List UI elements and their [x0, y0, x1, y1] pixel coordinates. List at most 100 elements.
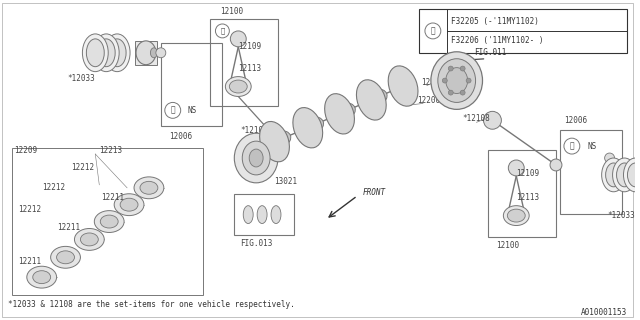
Ellipse shape — [431, 52, 483, 109]
Ellipse shape — [504, 206, 529, 226]
Text: 12209: 12209 — [14, 146, 37, 155]
Text: 12100: 12100 — [497, 241, 520, 250]
Circle shape — [230, 31, 246, 47]
Ellipse shape — [243, 141, 270, 175]
Ellipse shape — [108, 39, 126, 67]
Text: 12109: 12109 — [238, 42, 261, 51]
Ellipse shape — [271, 206, 281, 224]
Text: *12033: *12033 — [607, 211, 636, 220]
Bar — [560, 130, 621, 214]
Text: 12212: 12212 — [18, 205, 41, 214]
Text: 13021: 13021 — [274, 177, 297, 186]
Text: 12213: 12213 — [99, 146, 122, 155]
Circle shape — [460, 90, 465, 95]
Ellipse shape — [446, 68, 468, 93]
Text: FIG.011: FIG.011 — [475, 48, 507, 57]
Ellipse shape — [623, 158, 640, 192]
Text: 12006: 12006 — [564, 116, 587, 125]
Ellipse shape — [94, 211, 124, 232]
Text: F32206 ('11MY1102- ): F32206 ('11MY1102- ) — [451, 36, 543, 45]
Circle shape — [605, 153, 614, 163]
Circle shape — [483, 111, 501, 129]
Circle shape — [466, 78, 471, 83]
Ellipse shape — [100, 215, 118, 228]
Text: A010001153: A010001153 — [581, 308, 627, 317]
Ellipse shape — [249, 149, 263, 167]
Ellipse shape — [140, 181, 158, 194]
Ellipse shape — [371, 89, 387, 104]
Ellipse shape — [81, 233, 99, 246]
Circle shape — [550, 159, 562, 171]
Text: 12230: 12230 — [421, 78, 444, 87]
Ellipse shape — [97, 39, 115, 67]
Text: 12006: 12006 — [169, 132, 192, 141]
Ellipse shape — [114, 194, 144, 216]
Circle shape — [448, 66, 453, 71]
Ellipse shape — [136, 41, 156, 65]
Text: ①: ① — [570, 142, 574, 151]
Ellipse shape — [134, 177, 164, 199]
Circle shape — [460, 66, 465, 71]
Text: 12212: 12212 — [42, 183, 65, 192]
Ellipse shape — [51, 246, 81, 268]
Ellipse shape — [602, 158, 625, 192]
Ellipse shape — [508, 209, 525, 222]
Ellipse shape — [257, 206, 267, 224]
Ellipse shape — [612, 158, 636, 192]
Text: 12200: 12200 — [417, 96, 440, 105]
Text: 12100: 12100 — [220, 7, 244, 16]
Bar — [211, 19, 278, 106]
Text: 12211: 12211 — [18, 257, 41, 266]
Circle shape — [442, 78, 447, 83]
Text: 12211: 12211 — [101, 193, 124, 202]
Text: 12211: 12211 — [58, 223, 81, 232]
Ellipse shape — [616, 163, 632, 187]
Text: ①: ① — [431, 27, 435, 36]
Text: 12113: 12113 — [516, 193, 540, 202]
Bar — [12, 148, 202, 295]
Text: *12033 & 12108 are the set-items for one vehicle respectively.: *12033 & 12108 are the set-items for one… — [8, 300, 294, 309]
Ellipse shape — [86, 39, 104, 67]
Ellipse shape — [356, 80, 386, 120]
Bar — [161, 43, 222, 126]
Ellipse shape — [275, 131, 291, 145]
Circle shape — [508, 160, 524, 176]
Ellipse shape — [93, 34, 119, 72]
Text: 12109: 12109 — [516, 169, 540, 178]
Ellipse shape — [234, 133, 278, 183]
Bar — [135, 41, 157, 65]
Text: *12033: *12033 — [67, 74, 95, 83]
Text: ①: ① — [170, 106, 175, 115]
Bar — [419, 9, 627, 53]
Ellipse shape — [33, 271, 51, 284]
Text: *12108: *12108 — [240, 126, 268, 135]
Text: 12113: 12113 — [238, 64, 261, 73]
Ellipse shape — [340, 103, 355, 117]
Ellipse shape — [438, 59, 476, 102]
Ellipse shape — [27, 266, 56, 288]
Text: FRONT: FRONT — [362, 188, 385, 197]
Text: ①: ① — [220, 28, 225, 34]
Text: E50506: E50506 — [240, 144, 268, 153]
Ellipse shape — [56, 251, 74, 264]
Ellipse shape — [229, 80, 247, 93]
Ellipse shape — [225, 76, 251, 96]
Ellipse shape — [293, 108, 323, 148]
Ellipse shape — [120, 198, 138, 211]
Ellipse shape — [260, 122, 289, 162]
Ellipse shape — [83, 34, 108, 72]
Text: NS: NS — [587, 142, 596, 151]
Ellipse shape — [627, 163, 640, 187]
Circle shape — [448, 90, 453, 95]
Ellipse shape — [324, 94, 355, 134]
Bar — [234, 194, 294, 236]
Ellipse shape — [104, 34, 130, 72]
Text: *12108: *12108 — [463, 114, 490, 123]
Ellipse shape — [388, 66, 418, 106]
Ellipse shape — [74, 228, 104, 250]
Text: 12212: 12212 — [72, 164, 95, 172]
Circle shape — [156, 48, 166, 58]
Ellipse shape — [243, 206, 253, 224]
Text: F32205 (-'11MY1102): F32205 (-'11MY1102) — [451, 17, 539, 26]
Text: NS: NS — [188, 106, 197, 115]
